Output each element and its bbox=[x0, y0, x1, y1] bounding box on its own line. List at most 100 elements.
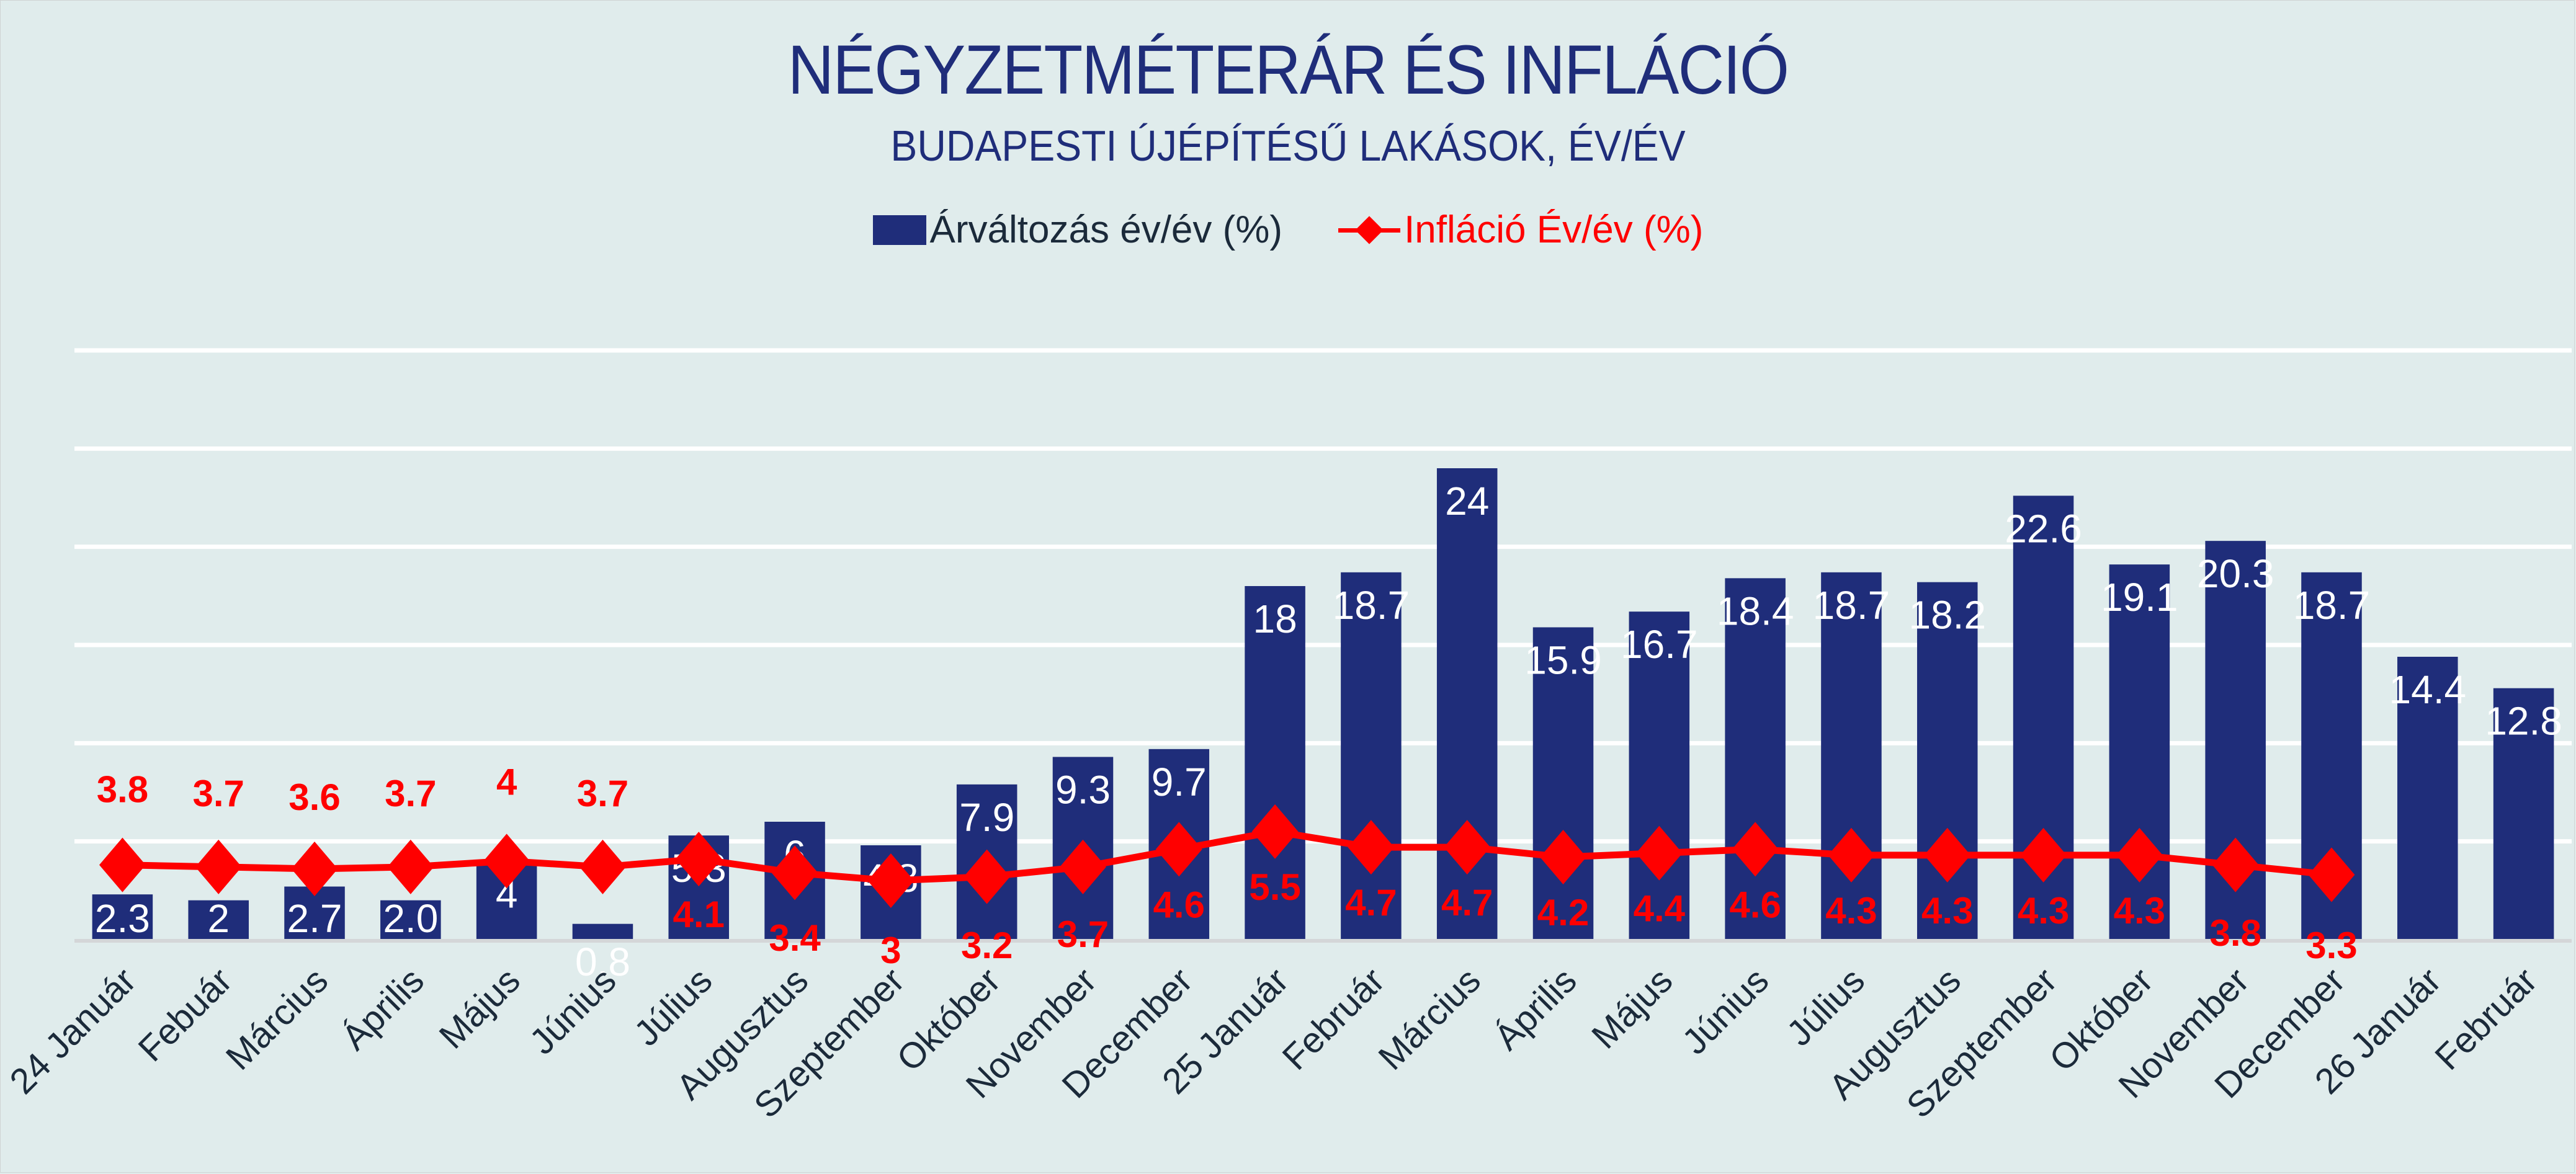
inflation-value-label: 3.7 bbox=[1057, 914, 1109, 955]
legend-line-diamond-icon bbox=[1338, 218, 1401, 242]
inflation-value-label: 3.6 bbox=[288, 776, 340, 818]
bar-value-label: 18.4 bbox=[1717, 589, 1794, 633]
bar-value-label: 24 bbox=[1445, 479, 1489, 523]
bar-value-label: 9.3 bbox=[1055, 768, 1111, 812]
inflation-marker bbox=[1155, 822, 1202, 877]
bar bbox=[1532, 627, 1594, 940]
inflation-marker bbox=[1251, 804, 1299, 859]
x-tick-label: Február bbox=[1275, 960, 1393, 1078]
x-tick-label: Július bbox=[1779, 960, 1872, 1054]
x-tick-label: Július bbox=[627, 960, 720, 1054]
x-tick-label: Április bbox=[334, 960, 432, 1058]
inflation-marker bbox=[291, 842, 338, 896]
inflation-marker bbox=[964, 849, 1011, 904]
bar bbox=[572, 923, 633, 940]
bar bbox=[1629, 611, 1690, 940]
inflation-marker bbox=[1635, 825, 1683, 881]
legend-label-price-change: Árváltozás év/év (%) bbox=[929, 208, 1283, 251]
legend-bar-swatch-icon bbox=[872, 215, 926, 245]
chart-title: NÉGYZETMÉTERÁR ÉS INFLÁCIÓ bbox=[787, 31, 1789, 109]
bar-value-label: 18.2 bbox=[1908, 593, 1986, 638]
inflation-value-label: 4.2 bbox=[1537, 892, 1589, 933]
legend-label-inflation: Infláció Év/év (%) bbox=[1404, 208, 1704, 251]
inflation-value-label: 3.7 bbox=[385, 773, 436, 814]
inflation-value-label: 4.3 bbox=[1825, 890, 1877, 932]
inflation-marker bbox=[195, 839, 242, 894]
inflation-marker bbox=[483, 834, 530, 889]
x-tick-label: Február bbox=[2427, 960, 2545, 1078]
bar bbox=[2397, 657, 2458, 940]
legend-item-inflation: Infláció Év/év (%) bbox=[1338, 208, 1703, 252]
inflation-value-label: 3.4 bbox=[769, 917, 821, 959]
inflation-value-label: 3.3 bbox=[2305, 925, 2357, 966]
bar-value-label: 2 bbox=[207, 896, 230, 941]
bar-value-label: 2.3 bbox=[95, 896, 150, 941]
inflation-value-label: 4.3 bbox=[2018, 890, 2069, 932]
inflation-marker bbox=[771, 845, 818, 901]
inflation-marker bbox=[1924, 827, 1971, 883]
inflation-value-label: 3.8 bbox=[97, 769, 148, 811]
inflation-marker bbox=[1444, 820, 1491, 875]
inflation-value-label: 4.6 bbox=[1153, 884, 1205, 925]
bar-value-label: 18.7 bbox=[2293, 583, 2371, 628]
inflation-marker bbox=[1732, 822, 1779, 877]
inflation-marker bbox=[2308, 847, 2355, 902]
bar-value-label: 12.8 bbox=[2485, 699, 2562, 744]
inflation-marker bbox=[1060, 839, 1106, 894]
bar bbox=[1725, 578, 1786, 940]
inflation-value-label: 3.2 bbox=[961, 925, 1013, 966]
inflation-marker bbox=[867, 853, 915, 908]
inflation-value-label: 4.3 bbox=[2114, 890, 2165, 932]
bar bbox=[188, 900, 249, 940]
inflation-marker bbox=[2116, 827, 2163, 883]
inflation-marker bbox=[99, 837, 146, 892]
inflation-marker bbox=[387, 839, 434, 894]
bar-value-label: 16.7 bbox=[1621, 622, 1698, 667]
inflation-value-label: 4 bbox=[496, 761, 517, 803]
bar bbox=[1341, 572, 1402, 940]
inflation-value-label: 4.7 bbox=[1345, 882, 1397, 923]
inflation-line bbox=[122, 828, 2332, 884]
legend: Árváltozás év/év (%) Infláció Év/év (%) bbox=[0, 208, 2576, 252]
bar-value-label: 18.7 bbox=[1333, 583, 1410, 628]
inflation-marker bbox=[1828, 827, 1875, 883]
x-tick-label: Március bbox=[1371, 960, 1488, 1078]
bar-value-label: 19.1 bbox=[2101, 575, 2178, 620]
x-tick-label: Június bbox=[522, 960, 624, 1062]
bar bbox=[2109, 564, 2170, 940]
inflation-value-label: 4.3 bbox=[1921, 890, 1973, 932]
bar bbox=[380, 900, 441, 940]
x-tick-label: Március bbox=[218, 960, 336, 1078]
bar-value-label: 2.7 bbox=[287, 896, 342, 941]
bar-value-label: 18.7 bbox=[1813, 583, 1890, 628]
inflation-value-label: 3.7 bbox=[577, 773, 628, 814]
bar-value-label: 9.7 bbox=[1152, 760, 1207, 804]
inflation-marker bbox=[675, 832, 722, 887]
bar bbox=[92, 894, 153, 940]
inflation-value-label: 4.4 bbox=[1634, 888, 1686, 930]
legend-item-price-change: Árváltozás év/év (%) bbox=[872, 208, 1283, 252]
bar-value-label: 2.0 bbox=[383, 896, 438, 941]
x-tick-label: Április bbox=[1487, 960, 1585, 1058]
inflation-marker bbox=[1348, 820, 1395, 875]
bar-value-label: 20.3 bbox=[2197, 551, 2274, 596]
chart-subtitle: BUDAPESTI ÚJÉPÍTÉSŰ LAKÁSOK, ÉV/ÉV bbox=[890, 122, 1686, 170]
inflation-marker bbox=[579, 839, 626, 894]
inflation-marker bbox=[2212, 837, 2259, 892]
inflation-value-label: 4.6 bbox=[1729, 884, 1781, 925]
bar bbox=[1245, 586, 1305, 940]
inflation-marker bbox=[2020, 827, 2067, 883]
inflation-value-label: 4.7 bbox=[1441, 882, 1493, 923]
x-tick-label: Május bbox=[1584, 960, 1680, 1056]
x-tick-label: 24 Január bbox=[2, 960, 143, 1101]
bar-value-label: 18 bbox=[1253, 597, 1297, 641]
inflation-value-label: 3 bbox=[880, 930, 901, 971]
bar-value-label: 0.8 bbox=[575, 940, 630, 984]
bar-value-label: 7.9 bbox=[959, 795, 1014, 840]
bar bbox=[2493, 688, 2554, 940]
x-tick-label: Június bbox=[1675, 960, 1777, 1062]
inflation-value-label: 3.8 bbox=[2209, 912, 2261, 954]
inflation-marker bbox=[1540, 830, 1586, 884]
bar-value-label: 15.9 bbox=[1524, 638, 1602, 683]
